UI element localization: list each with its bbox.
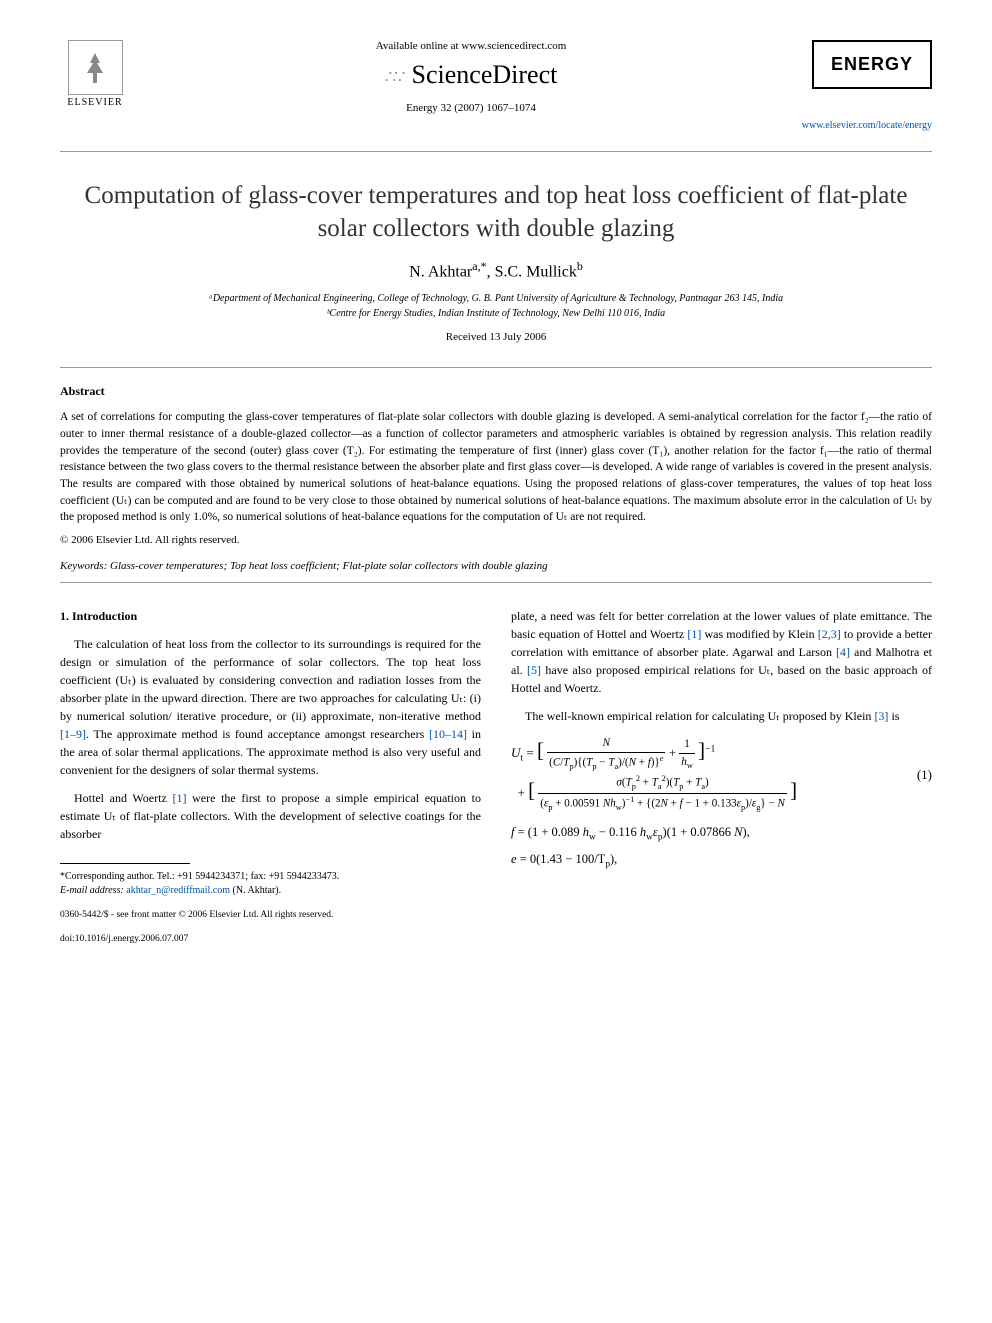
intro-para-2: Hottel and Woertz [1] were the first to …: [60, 789, 481, 843]
equation-1: Ut = [ N (C/Tp){(Tp − Ta)/(N + f)}e + 1h…: [511, 735, 932, 815]
corresponding-line: *Corresponding author. Tel.: +91 5944234…: [60, 870, 481, 884]
header-divider: [60, 151, 932, 152]
abstract-text: A set of correlations for computing the …: [60, 409, 932, 526]
affiliation-b: ᵇCentre for Energy Studies, Indian Insti…: [60, 306, 932, 321]
article-title: Computation of glass-cover temperatures …: [60, 180, 932, 245]
sciencedirect-dots-icon: ∴∵: [385, 67, 404, 88]
intro-para-1: The calculation of heat loss from the co…: [60, 635, 481, 779]
affiliation-a: ᵃDepartment of Mechanical Engineering, C…: [60, 291, 932, 306]
elsevier-tree-icon: [68, 40, 123, 95]
elsevier-label: ELSEVIER: [60, 97, 130, 108]
right-column: plate, a need was felt for better correl…: [511, 607, 932, 947]
abstract-top-divider: [60, 367, 932, 368]
intro-para-3: plate, a need was felt for better correl…: [511, 607, 932, 697]
received-date: Received 13 July 2006: [60, 331, 932, 343]
equation-1-number: (1): [917, 765, 932, 785]
ref-link-4[interactable]: [4]: [836, 645, 850, 659]
corresponding-footnote: *Corresponding author. Tel.: +91 5944234…: [60, 870, 481, 898]
ref-link-1b[interactable]: [1]: [687, 627, 701, 641]
body-columns: 1. Introduction The calculation of heat …: [60, 607, 932, 947]
doi: doi:10.1016/j.energy.2006.07.007: [60, 932, 481, 946]
elsevier-logo: ELSEVIER: [60, 40, 130, 108]
center-header: Available online at www.sciencedirect.co…: [130, 40, 812, 114]
ref-link-1-9[interactable]: [1–9]: [60, 727, 86, 741]
equation-e: e = 0(1.43 − 100/Tp),: [511, 850, 932, 872]
journal-name: ENERGY: [828, 54, 916, 75]
ref-link-1[interactable]: [1]: [172, 791, 186, 805]
ref-link-10-14[interactable]: [10–14]: [429, 727, 467, 741]
ref-link-5[interactable]: [5]: [527, 663, 541, 677]
sciencedirect-logo: ∴∵ ScienceDirect: [130, 60, 812, 90]
left-column: 1. Introduction The calculation of heat …: [60, 607, 481, 947]
abstract-heading: Abstract: [60, 384, 932, 399]
journal-citation: Energy 32 (2007) 1067–1074: [130, 102, 812, 114]
footnote-divider: [60, 863, 190, 864]
intro-heading: 1. Introduction: [60, 607, 481, 625]
copyright-text: © 2006 Elsevier Ltd. All rights reserved…: [60, 534, 932, 546]
front-matter: 0360-5442/$ - see front matter © 2006 El…: [60, 908, 481, 922]
affiliations: ᵃDepartment of Mechanical Engineering, C…: [60, 291, 932, 321]
page-header: ELSEVIER Available online at www.science…: [60, 40, 932, 114]
ref-link-2-3[interactable]: [2,3]: [818, 627, 841, 641]
email-link[interactable]: akhtar_n@rediffmail.com: [126, 885, 230, 896]
email-line: E-mail address: akhtar_n@rediffmail.com …: [60, 884, 481, 898]
ref-link-3[interactable]: [3]: [874, 709, 888, 723]
available-online-text: Available online at www.sciencedirect.co…: [130, 40, 812, 52]
equation-f: f = (1 + 0.089 hw − 0.116 hwεp)(1 + 0.07…: [511, 823, 932, 845]
intro-para-4: The well-known empirical relation for ca…: [511, 707, 932, 725]
abstract-bottom-divider: [60, 582, 932, 583]
sciencedirect-text: ScienceDirect: [412, 60, 558, 89]
keywords: Keywords: Glass-cover temperatures; Top …: [60, 560, 932, 572]
authors: N. Akhtara,*, S.C. Mullickb: [60, 259, 932, 281]
journal-cover-box: ENERGY: [812, 40, 932, 89]
journal-url[interactable]: www.elsevier.com/locate/energy: [60, 120, 932, 131]
